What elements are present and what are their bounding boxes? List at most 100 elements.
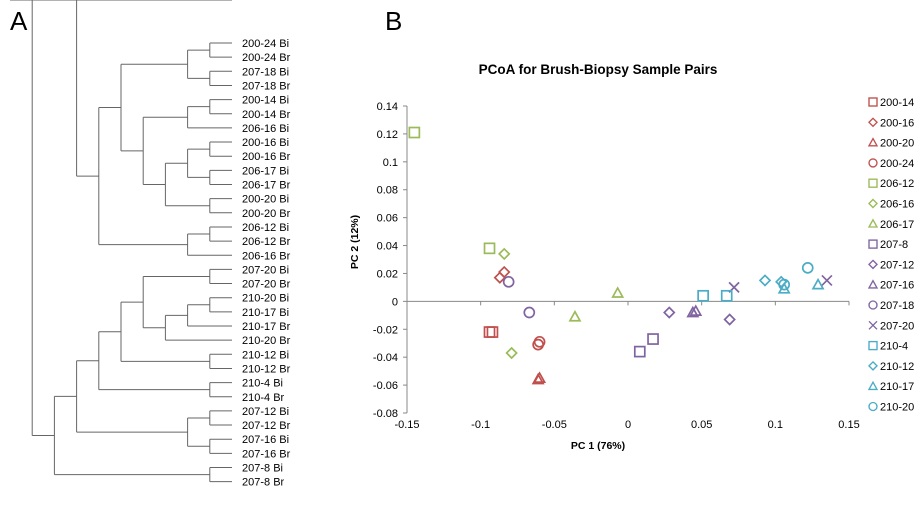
x-tick-label: 0.05 <box>691 419 712 431</box>
dendrogram-leaf-label: 200-16 Br <box>242 151 291 163</box>
legend-label: 210-4 <box>880 341 908 353</box>
y-tick-label: -0.04 <box>373 352 398 364</box>
y-tick-label: -0.02 <box>373 324 398 336</box>
y-tick-label: 0.12 <box>377 129 398 141</box>
dendrogram-leaf-label: 207-16 Bi <box>242 434 289 446</box>
scatter-point <box>689 304 703 316</box>
legend-marker <box>868 360 878 371</box>
legend-marker <box>868 198 878 209</box>
scatter-point <box>778 278 791 291</box>
dendrogram-leaf-label: 207-8 Bi <box>242 463 283 475</box>
legend-marker <box>868 320 878 330</box>
y-tick-label: 0.08 <box>377 185 398 197</box>
legend-marker <box>867 218 879 228</box>
y-tick-label: 0.1 <box>383 157 398 169</box>
legend-label: 207-18 <box>880 300 914 312</box>
scatter-point <box>821 274 833 287</box>
scatter-point <box>483 242 496 255</box>
y-tick-label: 0.04 <box>377 241 398 253</box>
legend-marker <box>868 300 878 310</box>
legend-marker <box>867 279 879 289</box>
y-tick-label: -0.08 <box>373 408 398 420</box>
dendrogram-leaf-label: 200-24 Bi <box>242 38 289 50</box>
dendrogram-leaf-label: 200-20 Br <box>242 208 291 220</box>
legend-label: 207-8 <box>880 239 908 251</box>
scatter-point <box>697 289 709 302</box>
legend-label: 207-20 <box>880 320 914 332</box>
legend-label: 207-12 <box>880 259 914 271</box>
scatter-point <box>801 262 814 274</box>
legend-marker <box>868 239 878 249</box>
legend-marker <box>868 97 878 107</box>
scatter-point <box>647 333 659 345</box>
legend-label: 200-14 <box>880 97 914 109</box>
y-axis-label: PC 2 (12%) <box>349 215 361 269</box>
legend-label: 200-16 <box>880 117 914 129</box>
scatter-point <box>723 313 736 326</box>
y-tick-label: -0.06 <box>373 380 398 392</box>
legend-marker <box>868 401 878 412</box>
dendrogram-leaf-label: 210-17 Bi <box>242 307 289 319</box>
panel-a-letter: A <box>10 6 28 36</box>
scatter-point <box>663 306 676 319</box>
dendrogram-leaf-label: 210-4 Bi <box>242 378 283 390</box>
x-tick-label: -0.1 <box>471 419 490 431</box>
dendrogram-leaf-label: 206-17 Bi <box>242 165 289 177</box>
x-tick-label: 0.1 <box>768 419 783 431</box>
scatter-point <box>533 335 546 348</box>
dendrogram-leaf-label: 200-14 Bi <box>242 95 289 107</box>
scatter-point <box>811 277 825 290</box>
dendrogram-leaf-label: 200-16 Bi <box>242 137 289 149</box>
scatter-point <box>533 371 547 383</box>
dendrogram-leaf-label: 200-20 Bi <box>242 194 289 206</box>
y-tick-label: 0.14 <box>377 101 398 113</box>
legend-label: 200-24 <box>880 158 914 170</box>
legend-marker <box>868 178 878 188</box>
legend-label: 200-20 <box>880 138 914 150</box>
scatter-point <box>408 126 421 139</box>
scatter-point <box>505 346 518 360</box>
panel-b-letter: B <box>385 6 402 36</box>
scatter-point <box>568 309 582 322</box>
y-tick-label: 0.02 <box>377 268 398 280</box>
scatter-point <box>686 305 700 318</box>
scatter-point <box>523 306 536 319</box>
dendrogram-leaf-label: 206-17 Br <box>242 180 291 192</box>
legend-marker <box>867 380 879 391</box>
scatter-point <box>758 274 772 287</box>
dendrogram-leaf-label: 207-16 Br <box>242 448 291 460</box>
dendrogram-leaf-label: 206-12 Br <box>242 236 291 248</box>
y-tick-label: 0.06 <box>377 213 398 225</box>
dendrogram-leaf-label: 210-20 Bi <box>242 293 289 305</box>
dendrogram-leaf-label: 206-12 Bi <box>242 222 289 234</box>
legend-marker <box>868 158 878 168</box>
x-tick-label: 0 <box>625 419 631 431</box>
scatter-point <box>502 275 515 288</box>
x-tick-label: -0.05 <box>542 419 567 431</box>
scatter-point <box>498 265 511 279</box>
x-tick-label: -0.15 <box>394 419 419 431</box>
scatter-point <box>498 247 511 261</box>
x-axis-label: PC 1 (76%) <box>571 440 625 452</box>
legend-label: 210-17 <box>880 381 914 393</box>
scatter-point <box>633 345 646 358</box>
legend-marker <box>868 340 878 351</box>
chart-legend: 200-14 200-16 200-20 200-24 206-12 206-16 206-… <box>867 97 914 414</box>
dendrogram-leaf-label: 206-16 Br <box>242 250 291 262</box>
legend-label: 206-17 <box>880 219 914 231</box>
y-tick-label: 0 <box>392 296 398 308</box>
dendrogram-leaf-label: 210-17 Br <box>242 321 291 333</box>
dendrogram-leaf-label: 207-12 Br <box>242 420 291 432</box>
plot-axes: -0.15 -0.1 -0.05 0 0.05 0.1 0.15 0.14 0.12 0.1 0.0… <box>373 101 860 431</box>
legend-marker <box>868 259 878 270</box>
legend-marker <box>868 117 878 128</box>
scatter-point <box>483 326 496 338</box>
scatter-points <box>408 126 833 385</box>
dendrogram-leaf-label: 210-4 Br <box>242 392 285 404</box>
x-tick-label: 0.15 <box>838 419 859 431</box>
scatter-point <box>720 289 733 302</box>
dendrogram-leaf-label: 207-18 Bi <box>242 66 289 78</box>
dendrogram-leaf-label: 210-12 Bi <box>242 349 289 361</box>
dendrogram-leaf-label: 210-20 Br <box>242 335 291 347</box>
legend-label: 206-12 <box>880 178 914 190</box>
